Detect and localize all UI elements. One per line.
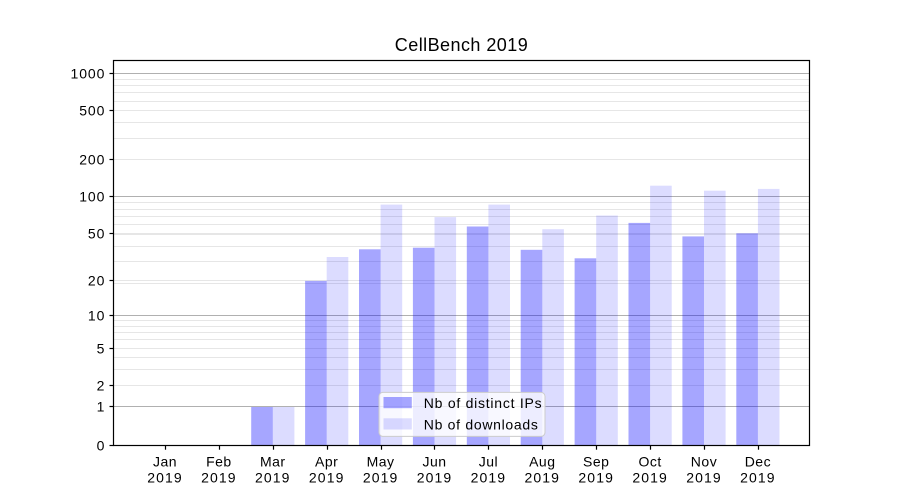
svg-text:2019: 2019 (255, 469, 291, 485)
svg-text:2019: 2019 (471, 469, 507, 485)
svg-text:Feb: Feb (206, 453, 232, 469)
svg-text:1: 1 (97, 399, 106, 415)
svg-text:Jun: Jun (422, 453, 446, 469)
svg-text:0: 0 (97, 438, 106, 454)
svg-text:2: 2 (97, 378, 106, 394)
svg-text:20: 20 (88, 273, 105, 289)
svg-text:1000: 1000 (71, 66, 106, 82)
svg-text:2019: 2019 (740, 469, 776, 485)
svg-text:Nb of downloads: Nb of downloads (424, 417, 539, 433)
svg-text:Jul: Jul (479, 453, 498, 469)
svg-text:100: 100 (79, 189, 105, 205)
svg-text:2019: 2019 (578, 469, 614, 485)
svg-text:Nov: Nov (691, 453, 717, 469)
svg-text:Apr: Apr (315, 453, 338, 469)
svg-text:2019: 2019 (201, 469, 237, 485)
svg-text:Jan: Jan (153, 453, 177, 469)
svg-text:Oct: Oct (638, 453, 661, 469)
svg-text:CellBench 2019: CellBench 2019 (395, 35, 528, 55)
svg-text:2019: 2019 (147, 469, 183, 485)
svg-text:May: May (367, 453, 395, 469)
svg-text:2019: 2019 (417, 469, 453, 485)
svg-text:Aug: Aug (529, 453, 555, 469)
svg-text:2019: 2019 (686, 469, 722, 485)
svg-text:2019: 2019 (632, 469, 668, 485)
svg-text:Dec: Dec (745, 453, 771, 469)
svg-text:10: 10 (88, 308, 105, 324)
svg-text:500: 500 (79, 103, 105, 119)
svg-text:2019: 2019 (525, 469, 561, 485)
svg-text:Mar: Mar (260, 453, 286, 469)
svg-text:2019: 2019 (363, 469, 399, 485)
svg-text:200: 200 (79, 152, 105, 168)
svg-text:50: 50 (88, 226, 105, 242)
svg-text:Sep: Sep (583, 453, 609, 469)
svg-text:5: 5 (97, 341, 106, 357)
svg-text:Nb of distinct IPs: Nb of distinct IPs (424, 395, 543, 411)
svg-text:2019: 2019 (309, 469, 345, 485)
